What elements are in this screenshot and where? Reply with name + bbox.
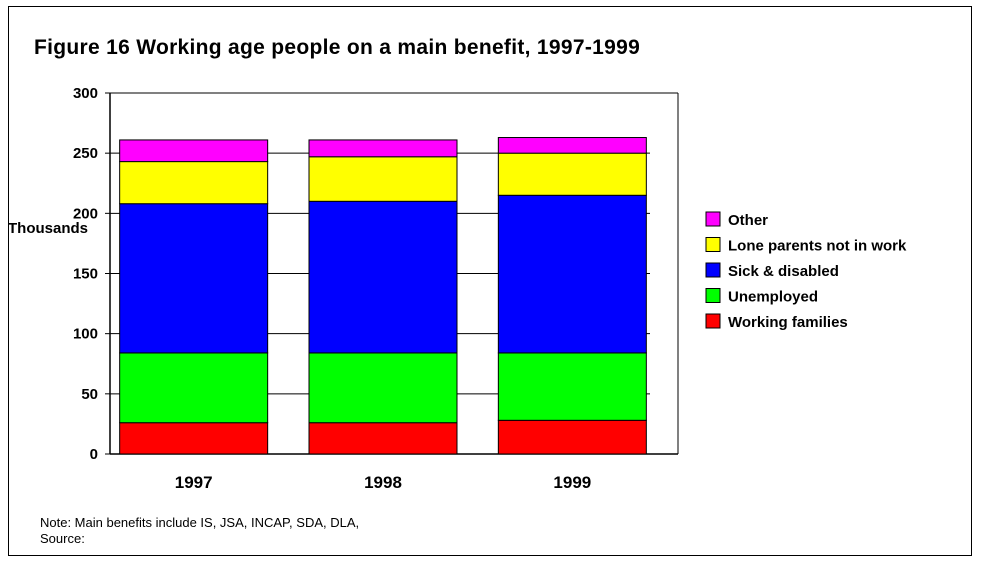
- legend-swatch: [705, 313, 721, 329]
- legend-label: Other: [728, 212, 768, 229]
- legend-label: Unemployed: [728, 289, 818, 306]
- x-tick-label: 1998: [364, 473, 402, 492]
- y-tick-label: 150: [73, 266, 98, 283]
- bar-segment: [308, 156, 458, 202]
- chart-title: Figure 16 Working age people on a main b…: [34, 36, 641, 59]
- bar-segment: [308, 352, 458, 424]
- bar-segment: [497, 194, 647, 354]
- y-axis-label: Thousands: [8, 220, 89, 237]
- y-tick-label: 250: [73, 145, 98, 162]
- y-tick-label: 0: [90, 446, 98, 463]
- footnote: Note: Main benefits include IS, JSA, INC…: [40, 515, 359, 547]
- y-tick-label: 50: [81, 386, 98, 403]
- plot-area: 0 50 100 150 200 250 300 1997 1998 1999: [73, 85, 679, 492]
- legend-label: Working families: [728, 314, 848, 331]
- x-tick-label: 1997: [175, 473, 213, 492]
- y-tick-label: 100: [73, 326, 98, 343]
- bar-segment: [497, 152, 647, 196]
- x-tick-label: 1999: [553, 473, 591, 492]
- bar-segment: [497, 352, 647, 421]
- bar-segment: [497, 419, 647, 455]
- bar-segment: [119, 422, 269, 455]
- bar-segment: [119, 161, 269, 205]
- legend-swatch: [705, 288, 721, 303]
- legend-swatch: [705, 237, 721, 252]
- y-tick-label: 300: [73, 85, 98, 102]
- bar-segment: [308, 139, 458, 158]
- note-line: Note: Main benefits include IS, JSA, INC…: [40, 515, 360, 530]
- bar-segment: [119, 203, 269, 354]
- bar-segment: [497, 137, 647, 154]
- legend-label: Lone parents not in work: [728, 238, 907, 255]
- bar-segment: [308, 422, 458, 455]
- legend-swatch: [705, 211, 721, 227]
- legend-swatch: [705, 262, 721, 278]
- bar-segment: [119, 139, 269, 163]
- bar-segment: [308, 200, 458, 354]
- source-line: Source:: [40, 531, 85, 546]
- bar-segment: [119, 352, 269, 424]
- y-tick-label: 200: [73, 205, 98, 222]
- legend: Other Lone parents not in work Sick & disa…: [705, 211, 907, 331]
- legend-label: Sick & disabled: [728, 263, 839, 280]
